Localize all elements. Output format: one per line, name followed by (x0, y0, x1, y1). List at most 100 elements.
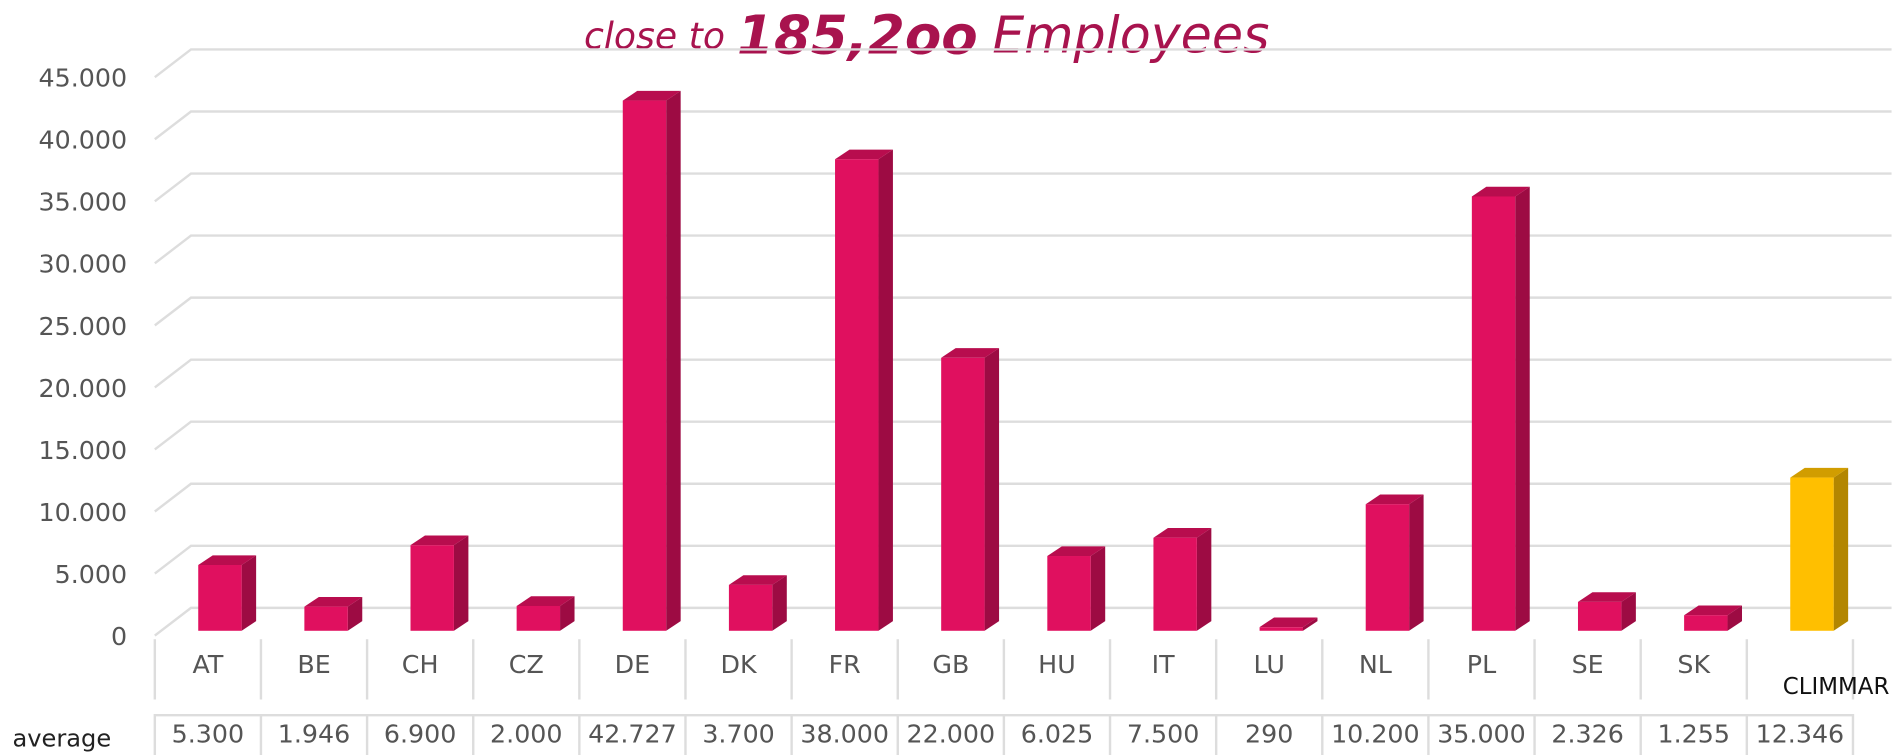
bar-side (241, 555, 257, 631)
bar-side (560, 596, 575, 631)
table-value: 10.200 (1331, 719, 1420, 749)
table-value: 1.255 (1658, 719, 1730, 749)
bar (1684, 615, 1728, 631)
grid-line (154, 544, 1892, 575)
bar-top (410, 535, 469, 546)
table-value: 6.025 (1021, 719, 1093, 749)
table-value: 35.000 (1437, 719, 1526, 749)
x-tick-label: BE (297, 649, 330, 679)
table-value: 6.900 (384, 719, 456, 749)
bar (835, 159, 879, 631)
grid-line (154, 606, 1892, 637)
bar-top (304, 596, 363, 607)
bar (941, 357, 985, 631)
bar (198, 565, 242, 631)
x-tick-label: FR (829, 649, 861, 679)
bar (410, 545, 454, 631)
bar-side (1090, 546, 1106, 631)
table-value: 2.326 (1551, 719, 1623, 749)
bar-side (1196, 528, 1212, 631)
bar-side (878, 149, 893, 631)
bar-top (1684, 605, 1743, 616)
bar-top (941, 348, 1000, 358)
y-tick-label: 5.000 (55, 559, 127, 589)
table-value: 5.300 (172, 719, 244, 749)
bar-side (1515, 186, 1530, 631)
y-tick-label: 20.000 (39, 373, 128, 403)
bar (516, 605, 561, 631)
x-tick-label: LU (1254, 649, 1285, 679)
bar-side (772, 575, 787, 631)
grid-line (154, 420, 1892, 451)
grid-line (154, 172, 1892, 203)
grid-line (154, 482, 1892, 513)
table-value: 290 (1245, 719, 1293, 749)
table-value: 1.946 (278, 719, 350, 749)
bar-side (1727, 605, 1743, 631)
bar-side (984, 348, 1000, 631)
y-tick-label: 35.000 (39, 187, 128, 217)
x-tick-label: PL (1467, 649, 1496, 679)
x-tick-label: SE (1572, 649, 1604, 679)
table-value: 22.000 (907, 719, 996, 749)
bar (1047, 556, 1091, 631)
bar-top (1153, 528, 1212, 538)
bar (1259, 627, 1303, 631)
bar-side (1302, 617, 1318, 631)
bar-top (1259, 617, 1318, 628)
bar-top (1047, 546, 1106, 557)
bar-top (198, 555, 257, 566)
bar-side (1409, 494, 1424, 631)
table-value: 2.000 (490, 719, 562, 749)
y-tick-label: 40.000 (39, 125, 128, 155)
y-tick-label: 45.000 (39, 63, 128, 93)
table-value: 38.000 (800, 719, 889, 749)
grid-line (154, 48, 1892, 79)
bar (1577, 601, 1622, 631)
x-tick-label: CZ (509, 649, 544, 679)
chart-title: close to 185,2oo Employees (584, 4, 1269, 66)
y-tick-label: 0 (111, 621, 127, 651)
bar-top (1471, 186, 1530, 197)
x-tick-label: SK (1677, 649, 1711, 679)
bar-side (1621, 592, 1636, 631)
bar-top (835, 149, 893, 160)
grid-line (154, 358, 1892, 389)
bar (1790, 477, 1834, 631)
bar (1153, 537, 1197, 631)
y-tick-label: 25.000 (39, 311, 128, 341)
x-tick-label: AT (192, 649, 223, 679)
bar (1365, 504, 1410, 631)
grid-line (154, 234, 1892, 265)
x-tick-label: CH (402, 649, 439, 679)
bar-top (622, 90, 681, 101)
bar-side (453, 535, 469, 631)
table-value: 42.727 (588, 719, 677, 749)
y-tick-label: 15.000 (39, 435, 128, 465)
x-tick-label: DK (721, 649, 758, 679)
x-tick-label: IT (1152, 649, 1175, 679)
title-part: Employees (992, 5, 1269, 64)
bar-top (728, 575, 787, 585)
bar-top (516, 596, 575, 606)
x-tick-label: GB (932, 649, 969, 679)
bar (622, 100, 667, 631)
bar-top (1365, 494, 1424, 505)
bar-side (666, 90, 681, 631)
bar (304, 606, 348, 631)
grid-line (154, 110, 1892, 141)
bar-top (1790, 467, 1849, 478)
x-tick-label: NL (1359, 649, 1392, 679)
y-tick-label: 10.000 (39, 497, 128, 527)
grid-line (154, 296, 1892, 327)
bar-side (1833, 467, 1849, 631)
title-part: close to (584, 15, 725, 58)
y-tick-label: 30.000 (39, 249, 128, 279)
table-value: 3.700 (702, 719, 774, 749)
table-value: 12.346 (1756, 719, 1845, 749)
x-tick-label: CLIMMAR (1783, 674, 1890, 700)
bar (728, 584, 773, 631)
table-row-label: average (13, 724, 112, 752)
bar-top (1577, 592, 1636, 602)
